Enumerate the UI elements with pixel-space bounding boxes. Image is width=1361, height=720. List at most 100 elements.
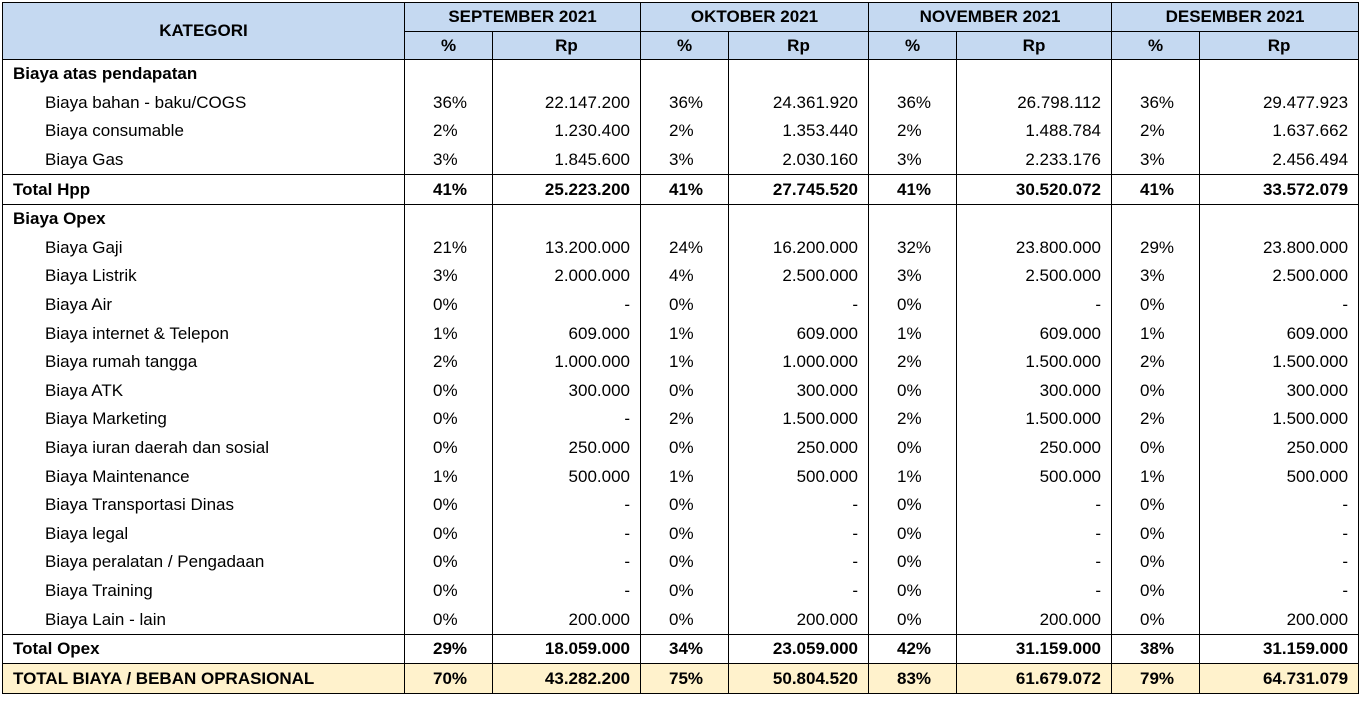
- table-row: Biaya Lain - lain 0% 200.000 0% 200.000 0% 200…: [2, 605, 1360, 635]
- table-row: Biaya Training 0% -0% -0% -0% -: [2, 576, 1360, 606]
- table-row: Biaya Marketing 0% -2% 1.500.000 2% 1.500.000…: [2, 405, 1360, 434]
- rp-cell: 2.500.000: [956, 262, 1113, 291]
- pct-cell: 0%: [640, 519, 729, 549]
- rp-cell: -: [492, 490, 641, 520]
- pct-cell: 29%: [404, 633, 493, 665]
- table-row: Biaya Air 0% -0% -0% -0% -: [2, 290, 1360, 320]
- pct-cell: 41%: [640, 174, 729, 205]
- header-pct: %: [868, 31, 958, 60]
- rp-cell: -: [727, 576, 870, 606]
- row-label: Biaya Maintenance: [2, 462, 405, 491]
- pct-cell: 83%: [868, 663, 958, 695]
- rp-cell: 609.000: [1199, 319, 1360, 348]
- pct-cell: 1%: [640, 347, 729, 377]
- pct-cell: 0%: [404, 605, 493, 635]
- row-label: Biaya Air: [2, 290, 405, 320]
- row-label: Total Hpp: [2, 174, 405, 205]
- table-row: Biaya ATK 0% 300.000 0% 300.000 0% 300.000 0% 30…: [2, 376, 1360, 406]
- pct-cell: 1%: [868, 319, 958, 348]
- pct-cell: 0%: [640, 490, 729, 520]
- pct-cell: 0%: [868, 376, 958, 406]
- row-label: Biaya Transportasi Dinas: [2, 490, 405, 520]
- rp-cell: -: [956, 290, 1113, 320]
- rp-cell: 250.000: [727, 433, 870, 463]
- pct-cell: 0%: [640, 290, 729, 320]
- empty-cell: [404, 204, 493, 234]
- pct-cell: 0%: [404, 519, 493, 549]
- rp-cell: 23.059.000: [727, 633, 870, 665]
- pct-cell: 42%: [868, 633, 958, 665]
- pct-cell: 2%: [1111, 117, 1201, 146]
- pct-cell: 2%: [1111, 347, 1201, 377]
- rp-cell: 31.159.000: [1199, 633, 1360, 665]
- row-label: Biaya Listrik: [2, 262, 405, 291]
- rp-cell: 200.000: [1199, 605, 1360, 635]
- empty-cell: [868, 59, 958, 89]
- pct-cell: 0%: [1111, 433, 1201, 463]
- row-label: Biaya bahan - baku/COGS: [2, 88, 405, 118]
- rp-cell: 500.000: [956, 462, 1113, 491]
- pct-cell: 2%: [404, 117, 493, 146]
- pct-cell: 1%: [868, 462, 958, 491]
- table-row: Biaya consumable 2% 1.230.400 2% 1.353.440 2%…: [2, 117, 1360, 146]
- rp-cell: 64.731.079: [1199, 663, 1360, 695]
- pct-cell: 36%: [404, 88, 493, 118]
- rp-cell: 1.000.000: [492, 347, 641, 377]
- header-rp: Rp: [492, 31, 641, 60]
- pct-cell: 36%: [1111, 88, 1201, 118]
- rp-cell: -: [1199, 576, 1360, 606]
- empty-cell: [640, 204, 729, 234]
- empty-cell: [492, 59, 641, 89]
- rp-cell: 30.520.072: [956, 174, 1113, 205]
- pct-cell: 0%: [1111, 290, 1201, 320]
- pct-cell: 0%: [1111, 548, 1201, 577]
- expense-table-container: KATEGORI SEPTEMBER 2021 OKTOBER 2021 NOV…: [2, 2, 1360, 695]
- rp-cell: -: [1199, 548, 1360, 577]
- pct-cell: 3%: [404, 145, 493, 175]
- header-month: DESEMBER 2021: [1111, 2, 1360, 32]
- rp-cell: -: [492, 576, 641, 606]
- empty-cell: [727, 204, 870, 234]
- pct-cell: 1%: [1111, 319, 1201, 348]
- pct-cell: 41%: [1111, 174, 1201, 205]
- pct-cell: 0%: [640, 376, 729, 406]
- empty-cell: [868, 204, 958, 234]
- section-title-row: Biaya atas pendapatan: [2, 59, 1360, 89]
- rp-cell: 300.000: [1199, 376, 1360, 406]
- rp-cell: 300.000: [492, 376, 641, 406]
- pct-cell: 2%: [868, 347, 958, 377]
- empty-cell: [1111, 204, 1201, 234]
- rp-cell: 500.000: [727, 462, 870, 491]
- rp-cell: 609.000: [727, 319, 870, 348]
- total-row: Total Opex 29% 18.059.000 34% 23.059.000 42% 3…: [2, 633, 1360, 665]
- grand-total-row: TOTAL BIAYA / BEBAN OPRASIONAL 70% 43.282.…: [2, 663, 1360, 695]
- row-label: Total Opex: [2, 633, 405, 665]
- rp-cell: 18.059.000: [492, 633, 641, 665]
- pct-cell: 0%: [404, 490, 493, 520]
- row-label: Biaya consumable: [2, 117, 405, 146]
- header-category: KATEGORI: [2, 2, 405, 60]
- rp-cell: 2.030.160: [727, 145, 870, 175]
- pct-cell: 0%: [404, 405, 493, 434]
- rp-cell: 1.637.662: [1199, 117, 1360, 146]
- rp-cell: 609.000: [956, 319, 1113, 348]
- header-row-units: % Rp % Rp % Rp % Rp: [3, 31, 1360, 60]
- pct-cell: 0%: [868, 290, 958, 320]
- row-label: Biaya internet & Telepon: [2, 319, 405, 348]
- pct-cell: 70%: [404, 663, 493, 695]
- pct-cell: 36%: [868, 88, 958, 118]
- pct-cell: 3%: [1111, 145, 1201, 175]
- rp-cell: 250.000: [956, 433, 1113, 463]
- rp-cell: 500.000: [1199, 462, 1360, 491]
- row-label: Biaya Lain - lain: [2, 605, 405, 635]
- table-row: Biaya Gaji 21% 13.200.000 24% 16.200.000 32% 2…: [2, 233, 1360, 263]
- pct-cell: 79%: [1111, 663, 1201, 695]
- pct-cell: 38%: [1111, 633, 1201, 665]
- section-opex: Biaya Opex Biaya Gaji 21% 13.200.000 24% 16.2…: [2, 204, 1360, 665]
- rp-cell: 2.456.494: [1199, 145, 1360, 175]
- pct-cell: 75%: [640, 663, 729, 695]
- rp-cell: 1.500.000: [1199, 405, 1360, 434]
- pct-cell: 29%: [1111, 233, 1201, 263]
- expense-table: KATEGORI SEPTEMBER 2021 OKTOBER 2021 NOV…: [2, 2, 1360, 695]
- pct-cell: 0%: [640, 548, 729, 577]
